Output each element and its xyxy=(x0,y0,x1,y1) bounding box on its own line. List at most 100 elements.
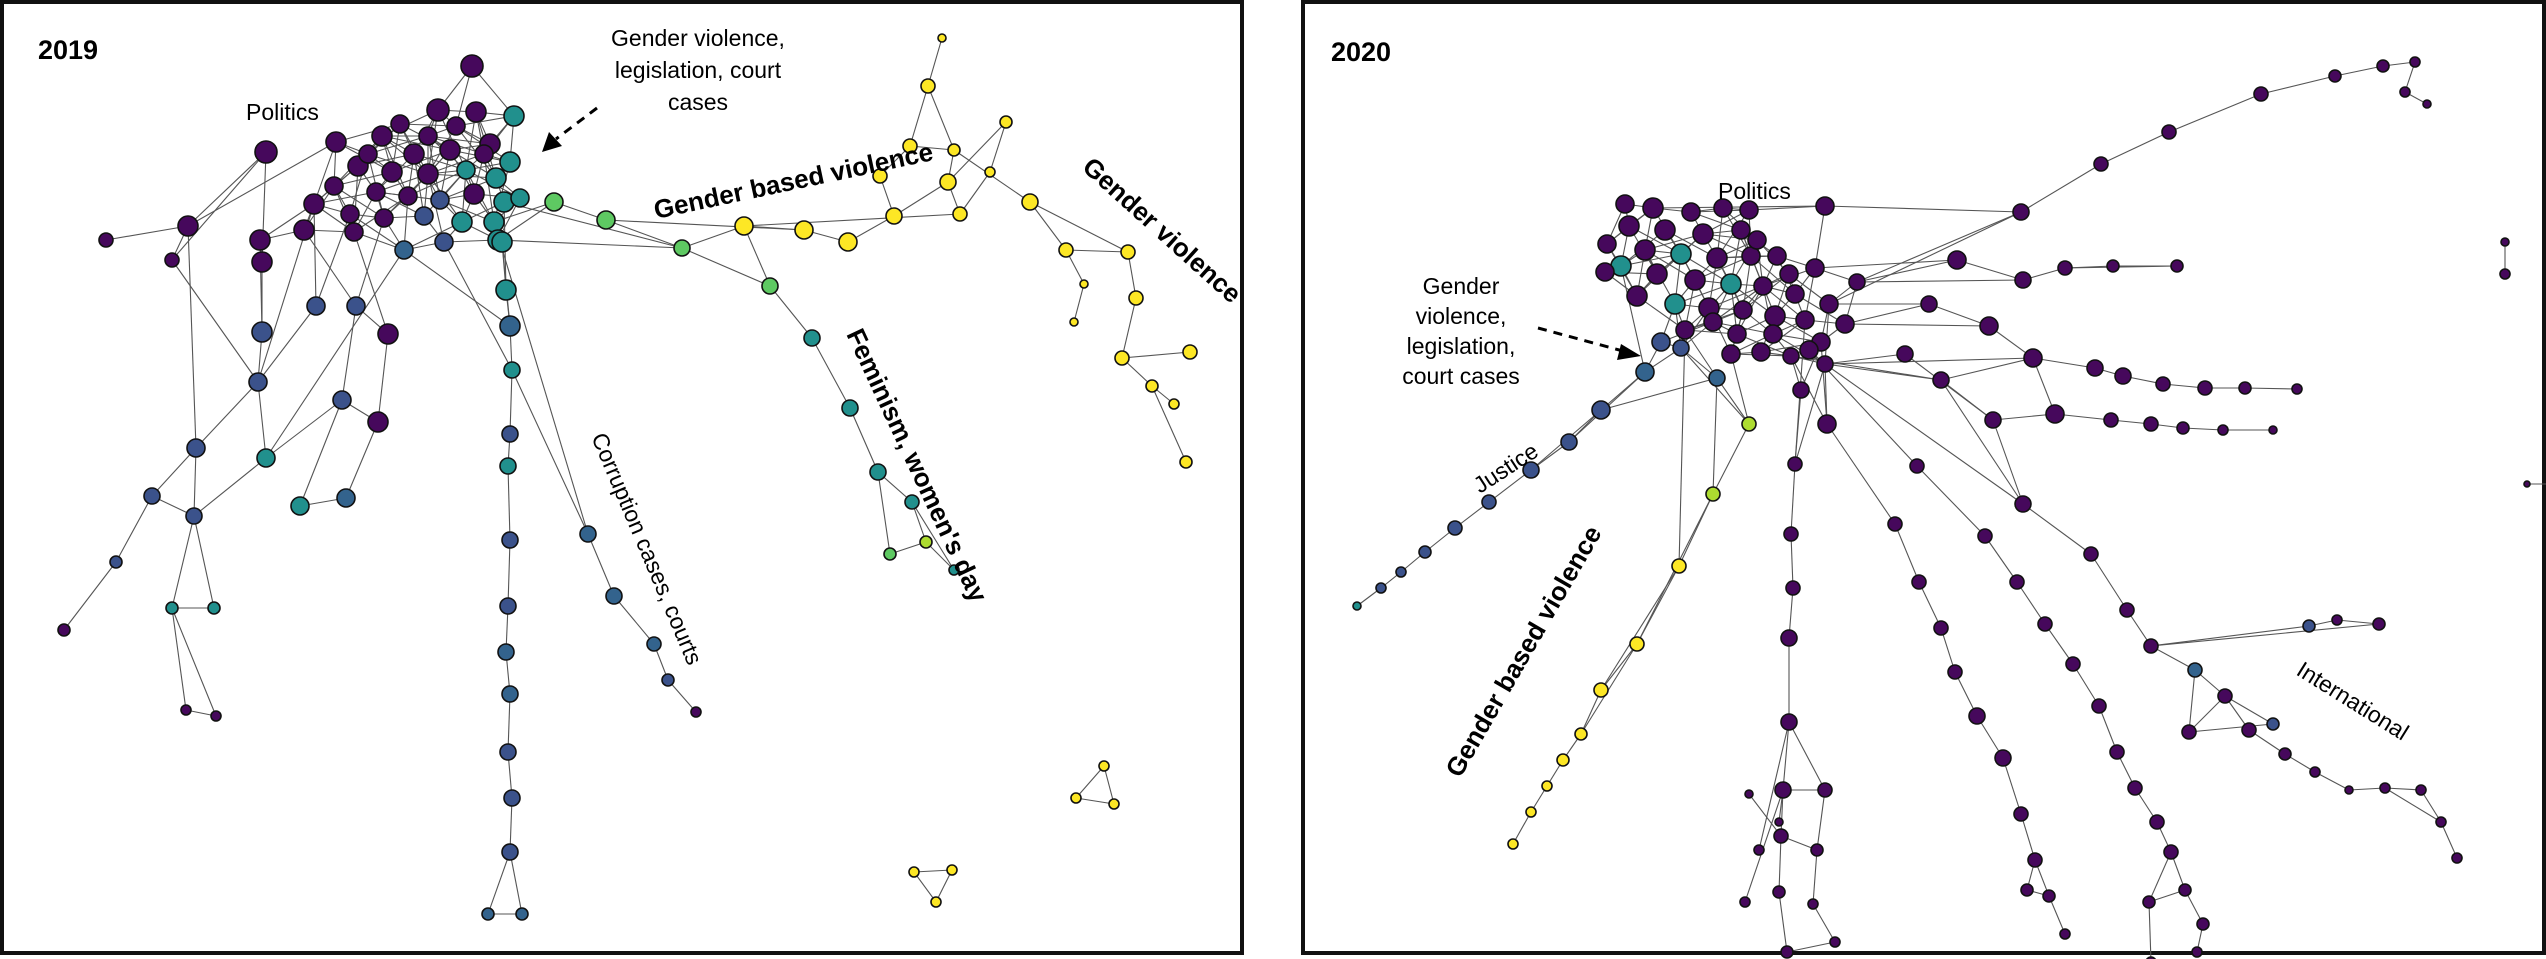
network-node xyxy=(501,843,519,861)
network-node xyxy=(1817,782,1833,798)
network-edge xyxy=(2334,65,2384,77)
network-edge xyxy=(299,399,343,507)
network-node xyxy=(1787,456,1803,472)
network-edge xyxy=(2188,695,2226,733)
network-node xyxy=(1799,340,1819,360)
network-edge xyxy=(1075,765,1105,799)
network-edge xyxy=(1600,643,1638,691)
network-edge xyxy=(1956,259,2024,281)
network-node xyxy=(2161,124,2177,140)
network-edge xyxy=(2150,625,2310,647)
label-gv-line2: violence, xyxy=(1416,303,1507,329)
network-edge xyxy=(1075,797,1115,805)
network-node xyxy=(1887,516,1903,532)
network-edge xyxy=(193,447,197,517)
network-node xyxy=(661,673,675,687)
network-edge xyxy=(1844,323,1990,327)
network-edge xyxy=(315,213,351,307)
network-edge xyxy=(1121,351,1191,359)
network-node xyxy=(2266,717,2280,731)
network-node xyxy=(1593,682,1609,698)
network-node xyxy=(2119,602,2135,618)
network-edge xyxy=(303,229,357,307)
network-edge xyxy=(2314,771,2350,791)
network-node xyxy=(952,206,968,222)
network-node xyxy=(481,907,495,921)
network-edge xyxy=(769,285,813,339)
network-node xyxy=(2170,259,2184,273)
network-node xyxy=(164,252,180,268)
network-edge xyxy=(959,171,991,215)
network-node xyxy=(1779,264,1799,284)
network-node xyxy=(1994,749,2012,767)
network-node xyxy=(2309,766,2321,778)
label-gv-line2: legislation, court xyxy=(615,57,782,83)
network-node xyxy=(2143,416,2159,432)
network-edge xyxy=(511,369,589,535)
network-edge xyxy=(2100,131,2170,165)
network-node xyxy=(1947,664,1963,680)
network-node xyxy=(2106,259,2120,273)
network-node xyxy=(2422,99,2432,109)
network-node xyxy=(1780,713,1798,731)
network-node xyxy=(2155,376,2171,392)
network-node xyxy=(1525,806,1537,818)
network-node xyxy=(2278,747,2292,761)
network-edge xyxy=(667,679,697,713)
network-node xyxy=(1654,219,1676,241)
network-edge xyxy=(2148,901,2152,959)
network-node xyxy=(1805,258,1825,278)
network-edge xyxy=(1029,201,1067,251)
network-edge xyxy=(335,123,401,143)
network-edge xyxy=(2048,895,2066,935)
network-node xyxy=(290,496,310,516)
nodes-2019 xyxy=(57,33,1198,921)
network-node xyxy=(902,138,918,154)
network-2019: 2019 Politics Gender violence, legislati… xyxy=(38,25,1247,921)
network-edge xyxy=(2440,821,2458,859)
network-node xyxy=(1684,269,1706,291)
network-node xyxy=(2059,928,2071,940)
network-node xyxy=(398,186,418,206)
network-node xyxy=(2083,546,2099,562)
network-edge xyxy=(1121,297,1137,359)
network-edge xyxy=(353,231,389,335)
network-node xyxy=(904,494,920,510)
network-node xyxy=(2523,480,2531,488)
network-edge xyxy=(1600,377,1718,411)
network-node xyxy=(501,685,519,703)
network-edge xyxy=(187,151,267,227)
network-edge xyxy=(151,447,197,497)
network-edge xyxy=(2244,387,2298,390)
network-node xyxy=(248,372,268,392)
network-edge xyxy=(507,539,511,607)
network-edge xyxy=(1580,689,1602,735)
network-node xyxy=(325,131,347,153)
annotation-arrow-2019 xyxy=(542,106,598,152)
network-node xyxy=(2376,59,2390,73)
network-edge xyxy=(935,869,953,903)
network-edge xyxy=(913,871,937,903)
network-edge xyxy=(257,381,267,459)
network-node xyxy=(2109,744,2125,760)
network-edge xyxy=(909,85,929,147)
network-node xyxy=(251,251,273,273)
network-edge xyxy=(1826,423,1896,525)
network-edge xyxy=(333,185,385,219)
network-node xyxy=(2013,806,2029,822)
network-node xyxy=(1933,620,1949,636)
network-edge xyxy=(1782,721,1790,791)
network-node xyxy=(1395,566,1407,578)
network-node xyxy=(485,167,507,189)
network-node xyxy=(1651,332,1671,352)
network-edge xyxy=(2044,623,2074,665)
network-edge xyxy=(487,851,511,915)
network-node xyxy=(324,176,344,196)
network-edge xyxy=(1790,463,1796,535)
network-node xyxy=(2143,638,2159,654)
network-edge xyxy=(2016,581,2046,625)
network-node xyxy=(1979,316,1999,336)
network-node xyxy=(908,866,920,878)
network-node xyxy=(340,204,360,224)
network-edge xyxy=(1744,789,1784,903)
